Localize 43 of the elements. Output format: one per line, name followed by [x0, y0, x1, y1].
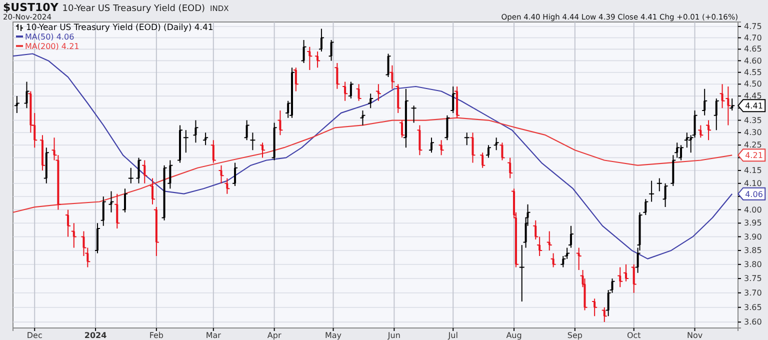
x-tick-label: 2024	[84, 331, 108, 340]
x-tick-label: Mar	[206, 331, 222, 340]
y-tick-label: 3.60	[744, 318, 762, 327]
y-tick-label: 3.95	[744, 218, 762, 228]
line-series	[12, 53, 733, 260]
x-tick-label: Sep	[567, 331, 582, 340]
x-tick-label: Oct	[626, 331, 641, 340]
y-tick-label: 4.50	[744, 80, 762, 89]
y-tick-label: 4.15	[744, 166, 762, 176]
y-tick-label: 3.90	[744, 232, 762, 242]
line-series	[12, 117, 733, 213]
y-tick-label: 4.25	[744, 140, 762, 150]
x-tick-label: Apr	[267, 331, 282, 340]
y-tick-label: 4.60	[744, 56, 762, 66]
y-tick-label: 4.35	[744, 116, 762, 125]
y-tick-label: 3.80	[744, 260, 762, 269]
y-tick-label: 4.75	[744, 22, 762, 32]
x-tick-label: May	[324, 331, 342, 340]
y-tick-label: 4.45	[744, 92, 762, 101]
y-tick-label: 3.85	[744, 246, 762, 256]
y-tick-label: 4.30	[744, 128, 762, 138]
y-tick-label: 3.75	[744, 274, 762, 284]
annotation: 4.41	[745, 102, 763, 111]
y-tick-label: 4.65	[744, 44, 762, 54]
x-tick-label: Jun	[386, 331, 400, 340]
legend-label: MA(50) 4.06	[25, 32, 74, 42]
y-tick-label: 4.10	[744, 178, 762, 188]
data-label: 4.21	[745, 151, 763, 160]
x-tick-label: Feb	[149, 331, 164, 340]
x-tick-label: Jul	[447, 331, 458, 340]
y-tick-label: 4.70	[744, 33, 762, 42]
data-label: 4.06	[745, 190, 763, 199]
legend-label: MA(200) 4.21	[25, 42, 80, 51]
chart-subtitle: 10-Year US Treasury Yield (EOD)	[62, 4, 206, 14]
y-tick-label: 4.55	[744, 68, 762, 77]
y-tick-label: 3.65	[744, 302, 762, 312]
chart-title: $UST10Y	[3, 1, 60, 14]
y-tick-label: 4.00	[744, 205, 762, 214]
x-tick-label: Nov	[686, 331, 703, 340]
legend-label: 10-Year US Treasury Yield (EOD) (Daily) 4.41	[26, 23, 214, 33]
x-tick-label: Aug	[506, 331, 522, 340]
x-tick-label: Dec	[26, 331, 42, 340]
y-tick-label: 3.70	[744, 288, 762, 298]
